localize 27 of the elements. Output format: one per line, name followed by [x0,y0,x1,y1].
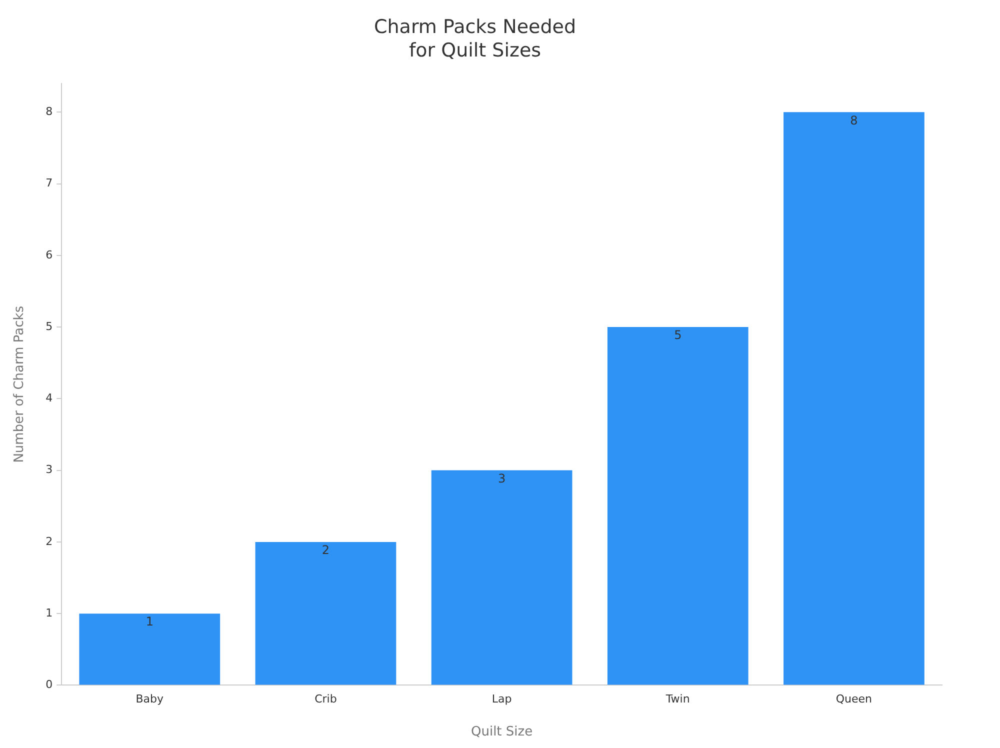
y-tick-label: 2 [46,534,53,548]
bar [784,112,924,685]
data-label: 8 [850,113,858,128]
data-label: 3 [498,471,506,486]
y-tick-label: 5 [46,320,53,333]
x-tick-label: Crib [314,692,337,706]
x-axis-title: Quilt Size [470,724,533,740]
bar [431,470,572,685]
y-tick-label: 0 [46,678,53,692]
bar [255,542,396,685]
y-tick-label: 3 [46,463,53,476]
x-tick-label: Baby [136,692,164,706]
x-tick-label: Twin [664,692,690,706]
x-tick-label: Queen [836,692,872,706]
data-label: 5 [674,328,682,342]
chart-title: Charm Packs Needed for Quilt Sizes [374,16,576,62]
bar [607,327,748,685]
x-tick-label: Lap [492,692,512,706]
data-label: 1 [146,614,154,629]
bar [79,614,220,685]
y-tick-label: 4 [46,392,53,405]
y-axis-title: Number of Charm Packs [12,306,28,463]
y-tick-label: 7 [46,176,53,190]
y-tick-label: 8 [46,105,53,118]
y-tick-label: 1 [46,606,53,620]
data-label: 2 [322,543,330,558]
y-tick-label: 6 [46,248,53,262]
